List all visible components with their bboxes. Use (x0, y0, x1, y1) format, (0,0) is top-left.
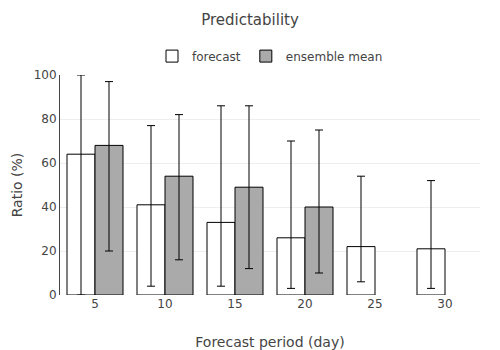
svg-text:60: 60 (41, 156, 56, 170)
svg-text:forecast: forecast (192, 50, 241, 64)
svg-text:30: 30 (437, 297, 452, 311)
svg-text:Forecast period (day): Forecast period (day) (195, 334, 344, 350)
svg-text:Ratio (%): Ratio (%) (9, 153, 25, 218)
svg-text:15: 15 (227, 297, 242, 311)
svg-text:ensemble mean: ensemble mean (286, 50, 383, 64)
svg-text:80: 80 (41, 112, 56, 126)
svg-text:100: 100 (34, 68, 57, 82)
svg-text:Predictability: Predictability (201, 11, 299, 29)
svg-text:40: 40 (41, 200, 56, 214)
svg-text:20: 20 (41, 244, 56, 258)
svg-text:10: 10 (157, 297, 172, 311)
svg-text:5: 5 (91, 297, 99, 311)
svg-text:20: 20 (297, 297, 312, 311)
svg-text:0: 0 (49, 288, 57, 302)
svg-text:25: 25 (367, 297, 382, 311)
